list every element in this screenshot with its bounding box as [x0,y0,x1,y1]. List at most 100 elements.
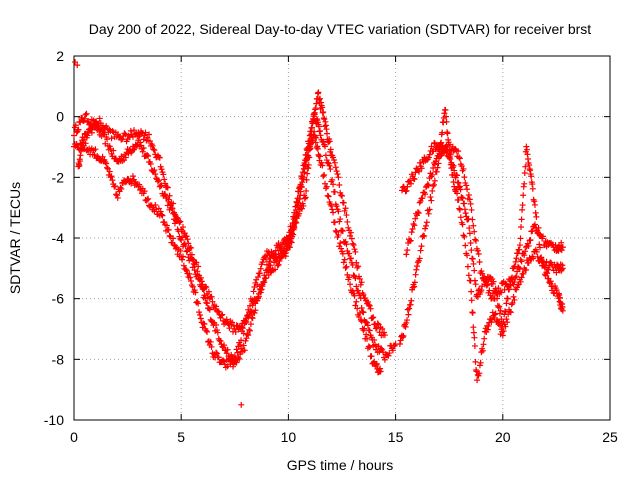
data-point-trace-a [242,337,249,344]
data-point-trace-b [328,202,335,209]
data-point-trace-f [533,213,540,220]
data-point-trace-b [94,153,101,160]
data-point-trace-c [119,136,126,143]
data-point-trace-c [161,176,168,183]
data-point-trace-e [403,319,410,326]
data-point-trace-c [333,168,340,175]
data-point-trace-a [364,322,371,329]
data-point-trace-e [533,248,540,255]
data-point-trace-c [188,251,195,258]
data-point-trace-c [366,302,373,309]
data-point-trace-f [454,172,461,179]
data-point-trace-d [410,220,417,227]
data-point-trace-c [88,129,95,136]
data-point-trace-a [203,299,210,306]
data-point-trace-c [195,263,202,270]
data-point-trace-f [469,255,476,262]
data-point-trace-b [166,232,173,239]
y-tick-label: 0 [56,109,64,125]
data-point-trace-e [413,266,420,273]
data-point-trace-c [293,219,300,226]
data-point-trace-b [255,274,262,281]
data-point-trace-a [244,331,251,338]
data-point-trace-c [286,239,293,246]
data-point-trace-b [323,183,330,190]
data-point-trace-f [536,241,543,248]
data-point-outlier [72,59,79,66]
data-point-trace-b [347,281,354,288]
data-point-trace-c [164,184,171,191]
data-point-trace-f [502,308,509,315]
data-point-trace-c [348,235,355,242]
data-point-trace-b [361,325,368,332]
data-point-trace-b [141,188,148,195]
data-point-trace-b [106,168,113,175]
data-point-trace-c [229,319,236,326]
data-point-trace-c [381,332,388,339]
data-point-trace-c [77,152,84,159]
data-point-trace-c [356,275,363,282]
data-point-trace-e [510,293,517,300]
data-point-trace-b [103,160,110,167]
data-point-trace-d [415,210,422,217]
data-point-trace-f [493,290,500,297]
data-point-trace-c [163,183,170,190]
data-point-trace-b [188,277,195,284]
data-point-trace-f [451,167,458,174]
data-point-trace-c [165,196,172,203]
data-point-trace-b [182,266,189,273]
data-point-trace-c [360,291,367,298]
data-point-trace-d [474,247,481,254]
data-point-trace-c [238,324,245,331]
data-point-trace-b [137,186,144,193]
data-point-trace-e [518,274,525,281]
data-point-trace-d [478,268,485,275]
data-point-trace-b [186,270,193,277]
data-point-trace-c [352,248,359,255]
data-point-trace-a [247,321,254,328]
data-point-trace-c [246,312,253,318]
data-point-trace-d [455,148,462,155]
data-point-trace-b [297,188,304,195]
data-point-trace-c [213,303,220,310]
data-point-trace-c [304,170,311,177]
data-point-trace-a [82,111,89,118]
data-point-trace-a [245,332,252,339]
data-point-trace-e [411,279,418,286]
data-point-trace-c [257,287,264,294]
data-point-trace-e [430,182,437,189]
data-point-trace-a [145,153,152,160]
data-point-trace-a [72,122,79,129]
data-point-trace-d [515,264,522,271]
data-point-trace-e [511,296,518,303]
data-point-trace-f [466,230,473,237]
data-point-trace-c [364,298,371,305]
data-point-trace-e [442,107,449,114]
data-point-trace-c [302,194,309,201]
data-point-trace-e [465,272,472,279]
data-point-trace-f [516,246,523,253]
data-point-trace-f [416,168,423,175]
data-point-trace-a [389,347,396,354]
data-marks [71,59,566,408]
data-point-trace-f [467,239,474,246]
data-point-trace-a [183,248,190,255]
data-point-trace-e [500,328,507,335]
data-point-trace-f [450,162,457,169]
data-point-trace-c [101,126,108,133]
data-point-trace-d [531,221,538,228]
data-point-trace-b [180,262,187,269]
data-point-trace-b [317,153,324,160]
data-point-trace-c [84,132,91,139]
data-point-trace-c [374,320,381,327]
data-point-trace-f [471,267,478,274]
data-point-trace-d [408,229,415,236]
data-point-trace-f [479,283,486,290]
data-point-trace-c [350,242,357,249]
data-point-trace-c [205,288,212,295]
data-point-trace-a [241,347,248,354]
data-point-trace-b [324,192,331,199]
data-point-trace-a [154,178,161,185]
data-point-trace-c [338,192,345,199]
data-point-trace-c [315,89,322,96]
